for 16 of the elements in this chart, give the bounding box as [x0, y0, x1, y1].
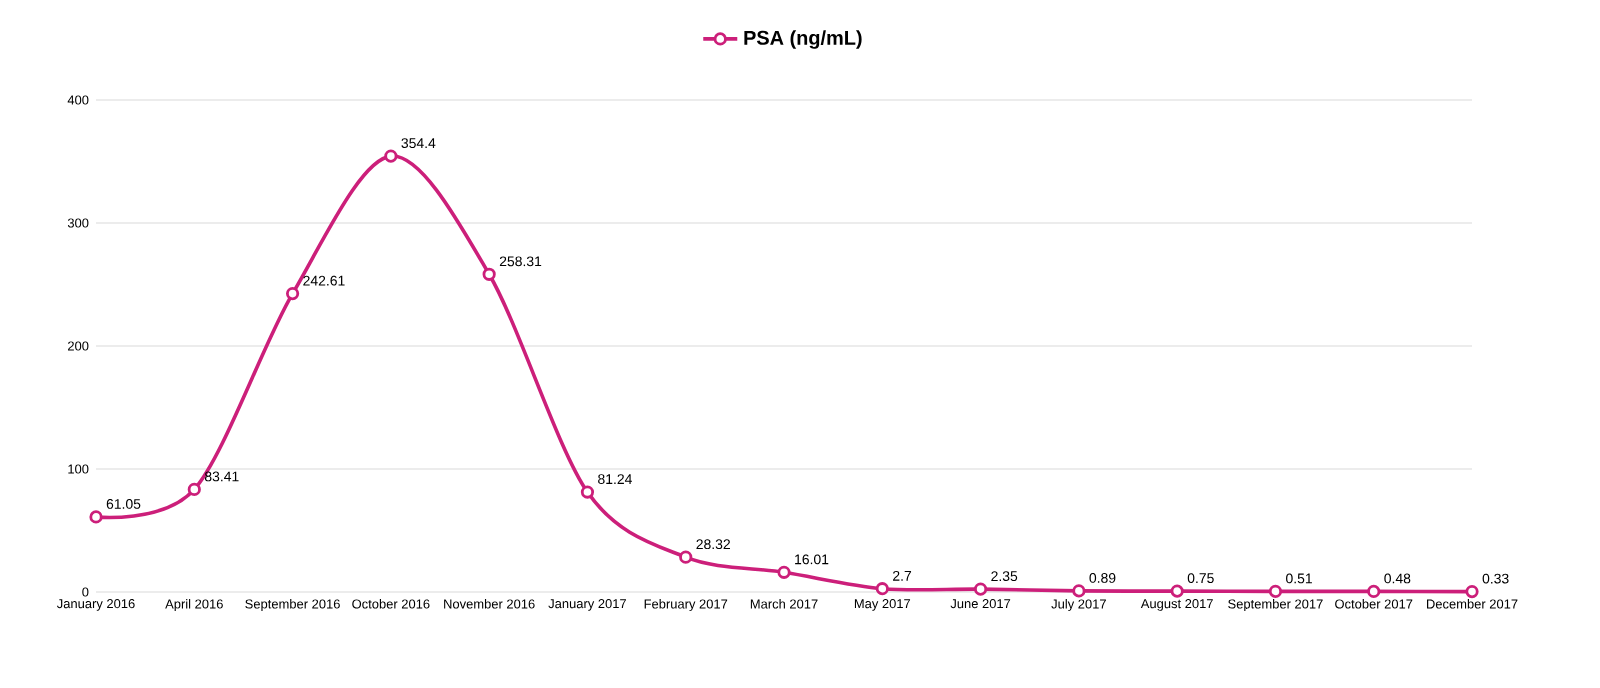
- point: [384, 149, 398, 163]
- point: [1367, 584, 1381, 599]
- point: [1170, 584, 1184, 598]
- point: [679, 550, 693, 564]
- point: [1268, 584, 1283, 598]
- point: [777, 565, 791, 579]
- point: [580, 485, 595, 499]
- point: [973, 582, 988, 596]
- point: [1072, 584, 1086, 598]
- legend-label: PSA (ng/mL): [744, 30, 862, 49]
- point: [187, 482, 201, 497]
- point: [875, 582, 889, 596]
- point: [1465, 584, 1479, 599]
- point: [89, 510, 103, 524]
- point: [482, 267, 496, 281]
- point: [285, 286, 300, 301]
